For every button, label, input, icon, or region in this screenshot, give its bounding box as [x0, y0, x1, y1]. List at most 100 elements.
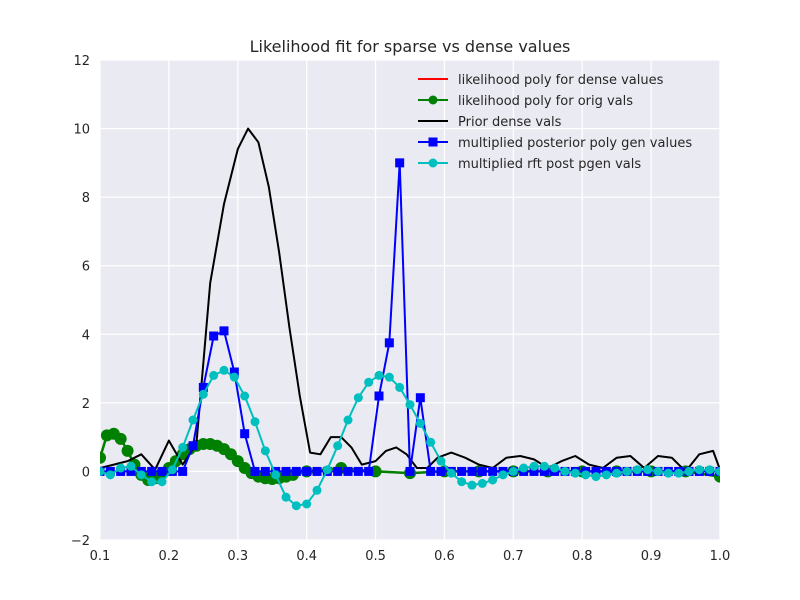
legend-label: likelihood poly for orig vals [458, 94, 633, 109]
y-tick-label: 10 [73, 123, 90, 138]
legend-label: multiplied rft post pgen vals [458, 157, 641, 172]
data-point [302, 466, 312, 476]
data-point [240, 429, 250, 439]
data-point [333, 441, 343, 451]
x-tick-label: 0.4 [296, 549, 317, 564]
legend-swatch-marker [428, 137, 438, 147]
data-point [643, 465, 653, 475]
y-axis-ticks: −2 0 2 4 6 8 10 12 [71, 54, 90, 549]
series-group [100, 127, 720, 511]
y-tick-label: 0 [82, 465, 90, 480]
data-point [167, 465, 177, 475]
data-point [529, 466, 539, 476]
x-tick-label: 0.1 [90, 549, 111, 564]
data-point [550, 463, 560, 473]
data-point [405, 466, 415, 476]
data-point [312, 466, 322, 476]
data-point [426, 437, 436, 447]
data-point [291, 466, 301, 476]
data-point [467, 480, 477, 490]
data-point [622, 466, 632, 476]
legend-label: Prior dense vals [458, 115, 562, 130]
data-point [157, 466, 167, 476]
data-point [436, 466, 446, 476]
x-tick-label: 0.9 [641, 549, 662, 564]
data-point [343, 415, 353, 425]
data-point [343, 466, 353, 476]
data-point [198, 389, 208, 399]
data-point [684, 466, 694, 476]
data-point [260, 446, 270, 456]
data-point [121, 444, 134, 457]
data-point [570, 468, 580, 478]
legend: likelihood poly for dense values likeliho… [418, 73, 692, 172]
data-point [457, 477, 467, 487]
series-line [100, 127, 720, 473]
series-3 [100, 127, 720, 473]
data-point [353, 393, 363, 403]
data-point [477, 478, 487, 488]
data-point [114, 432, 127, 445]
data-point [322, 465, 332, 475]
data-point [674, 468, 684, 478]
data-point [100, 466, 105, 476]
data-point [374, 370, 384, 380]
data-point [147, 466, 157, 476]
data-point [126, 466, 136, 476]
y-tick-label: −2 [71, 534, 90, 549]
y-tick-label: 8 [82, 191, 90, 206]
x-tick-label: 0.7 [503, 549, 524, 564]
data-point [405, 400, 415, 410]
data-point [209, 370, 219, 380]
data-point [436, 456, 446, 466]
legend-label: likelihood poly for dense values [458, 73, 664, 88]
data-point [364, 466, 374, 476]
x-tick-label: 0.5 [365, 549, 386, 564]
data-point [715, 466, 720, 476]
data-point [395, 158, 405, 168]
data-point [281, 466, 291, 476]
data-point [100, 451, 106, 464]
data-point [395, 382, 405, 392]
data-point [384, 372, 394, 382]
data-point [508, 466, 518, 476]
data-point [126, 461, 136, 471]
data-point [415, 418, 425, 428]
legend-item: multiplied posterior poly gen values [418, 136, 692, 151]
legend-item: Prior dense vals [418, 115, 562, 130]
data-point [105, 470, 115, 480]
data-point [240, 391, 250, 401]
data-point [353, 466, 363, 476]
x-tick-label: 0.8 [572, 549, 593, 564]
data-point [302, 499, 312, 509]
data-point [663, 468, 673, 478]
y-tick-label: 2 [82, 397, 90, 412]
data-point [260, 466, 270, 476]
x-axis-ticks: 0.1 0.2 0.3 0.4 0.5 0.6 0.7 0.8 0.9 1.0 [90, 549, 731, 564]
data-point [426, 466, 436, 476]
legend-label: multiplied posterior poly gen values [458, 136, 692, 151]
data-point [498, 470, 508, 480]
data-point [188, 415, 198, 425]
data-point [477, 466, 487, 476]
data-point [415, 393, 425, 403]
data-point [560, 466, 570, 476]
x-tick-label: 0.3 [227, 549, 248, 564]
data-point [229, 372, 239, 382]
data-point [250, 466, 260, 476]
data-point [591, 472, 601, 482]
data-point [116, 463, 126, 473]
legend-swatch-marker [428, 158, 438, 168]
data-point [705, 465, 715, 475]
data-point [601, 470, 611, 480]
data-point [250, 417, 260, 427]
data-point [488, 475, 498, 485]
data-point [136, 470, 146, 480]
data-point [198, 382, 208, 392]
data-point [229, 367, 239, 377]
data-point [653, 466, 663, 476]
legend-item: likelihood poly for orig vals [418, 94, 633, 109]
data-point [312, 485, 322, 495]
data-point [219, 365, 229, 375]
